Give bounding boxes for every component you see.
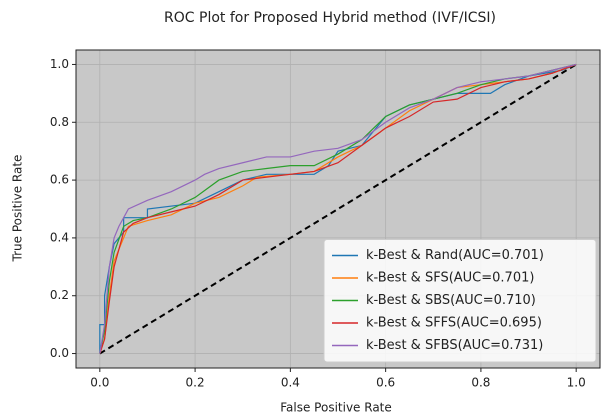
x-tick-label: 0.2 [186, 376, 205, 390]
y-tick-label: 0.4 [50, 230, 69, 244]
legend-label: k-Best & SFS(AUC=0.701) [366, 271, 534, 286]
x-tick-label: 0.4 [281, 376, 300, 390]
legend-label: k-Best & SFFS(AUC=0.695) [366, 316, 542, 331]
x-tick-label: 0.8 [471, 376, 490, 390]
plot-frame [75, 49, 601, 369]
chance-line [99, 63, 577, 355]
y-tick-label: 0.0 [50, 346, 69, 360]
chart-title: ROC Plot for Proposed Hybrid method (IVF… [164, 10, 496, 26]
x-tick-label: 0.0 [90, 376, 109, 390]
x-axis-label: False Positive Rate [280, 401, 392, 415]
x-tick-label: 1.0 [567, 376, 586, 390]
x-tick-label: 0.6 [376, 376, 395, 390]
y-tick-label: 0.8 [50, 115, 69, 129]
y-tick-label: 0.2 [50, 288, 69, 302]
y-tick-label: 0.6 [50, 173, 69, 187]
roc-curve [99, 63, 577, 354]
legend-label: k-Best & SBS(AUC=0.710) [366, 293, 536, 308]
legend-label: k-Best & Rand(AUC=0.701) [366, 248, 544, 263]
roc-curve [99, 63, 577, 354]
y-tick-label: 1.0 [50, 57, 69, 71]
legend [323, 239, 597, 363]
legend-label: k-Best & SFBS(AUC=0.731) [366, 338, 543, 353]
y-axis-label: True Positive Rate [11, 155, 25, 263]
roc-curve [99, 63, 577, 354]
